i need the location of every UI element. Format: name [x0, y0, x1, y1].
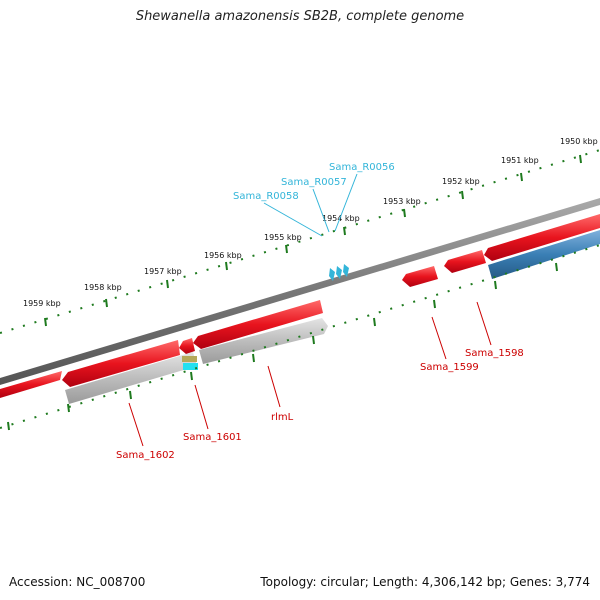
gene-label: Sama_1601: [183, 432, 242, 443]
outer-major-ticks: [44, 154, 582, 327]
reverse-gene[interactable]: [199, 318, 328, 364]
tick-labels: 1959 kbp 1958 kbp 1957 kbp 1956 kbp 1955…: [23, 137, 598, 308]
tick-label: 1955 kbp: [264, 233, 302, 242]
misc-feature[interactable]: [182, 356, 197, 362]
gene-label: Sama_1602: [116, 450, 175, 461]
genome-summary-text: Topology: circular; Length: 4,306,142 bp…: [260, 575, 590, 589]
forward-gene[interactable]: [179, 338, 195, 354]
tick-label: 1959 kbp: [23, 299, 61, 308]
tick-label: 1957 kbp: [144, 267, 182, 276]
trna-sama-r0058[interactable]: [329, 268, 335, 281]
gene-label: Sama_1598: [465, 348, 524, 359]
outer-tick-row: [0, 149, 600, 334]
trna-sama-r0057[interactable]: [336, 266, 342, 279]
forward-gene[interactable]: [402, 266, 438, 287]
rna-callouts: [263, 173, 358, 237]
gene-labels: Sama_1602 Sama_1601 rlmL Sama_1599 Sama_…: [116, 348, 524, 461]
misc-feature[interactable]: [183, 363, 198, 370]
reverse-gene[interactable]: [65, 352, 197, 404]
tick-label: 1951 kbp: [501, 156, 539, 165]
forward-gene[interactable]: [62, 340, 180, 387]
forward-gene[interactable]: [484, 214, 600, 261]
genome-backbone: [0, 198, 600, 385]
accession-text: Accession: NC_008700: [9, 575, 146, 589]
tick-label: 1953 kbp: [383, 197, 421, 206]
rna-label: Sama_R0058: [233, 191, 299, 202]
forward-gene[interactable]: [0, 371, 62, 398]
inner-major-ticks: [7, 262, 558, 431]
inner-tick-row: [0, 244, 600, 429]
rrna-feature[interactable]: [488, 230, 600, 279]
forward-gene[interactable]: [444, 250, 486, 273]
reverse-genes: [65, 318, 328, 404]
tick-label: 1954 kbp: [322, 214, 360, 223]
forward-genes: [0, 214, 600, 398]
trna-markers: [329, 264, 349, 281]
rna-labels: Sama_R0058 Sama_R0057 Sama_R0056: [233, 162, 395, 202]
tick-label: 1952 kbp: [442, 177, 480, 186]
tick-label: 1950 kbp: [560, 137, 598, 146]
tick-label: 1956 kbp: [204, 251, 242, 260]
tick-label: 1958 kbp: [84, 283, 122, 292]
forward-gene[interactable]: [193, 300, 323, 349]
rna-label: Sama_R0056: [329, 162, 395, 173]
gene-label: Sama_1599: [420, 362, 479, 373]
gene-label: rlmL: [271, 412, 294, 423]
map-title: Shewanella amazonensis SB2B, complete ge…: [135, 9, 465, 24]
trna-sama-r0056[interactable]: [343, 264, 349, 277]
gene-callouts: [128, 301, 492, 447]
rna-label: Sama_R0057: [281, 177, 347, 188]
